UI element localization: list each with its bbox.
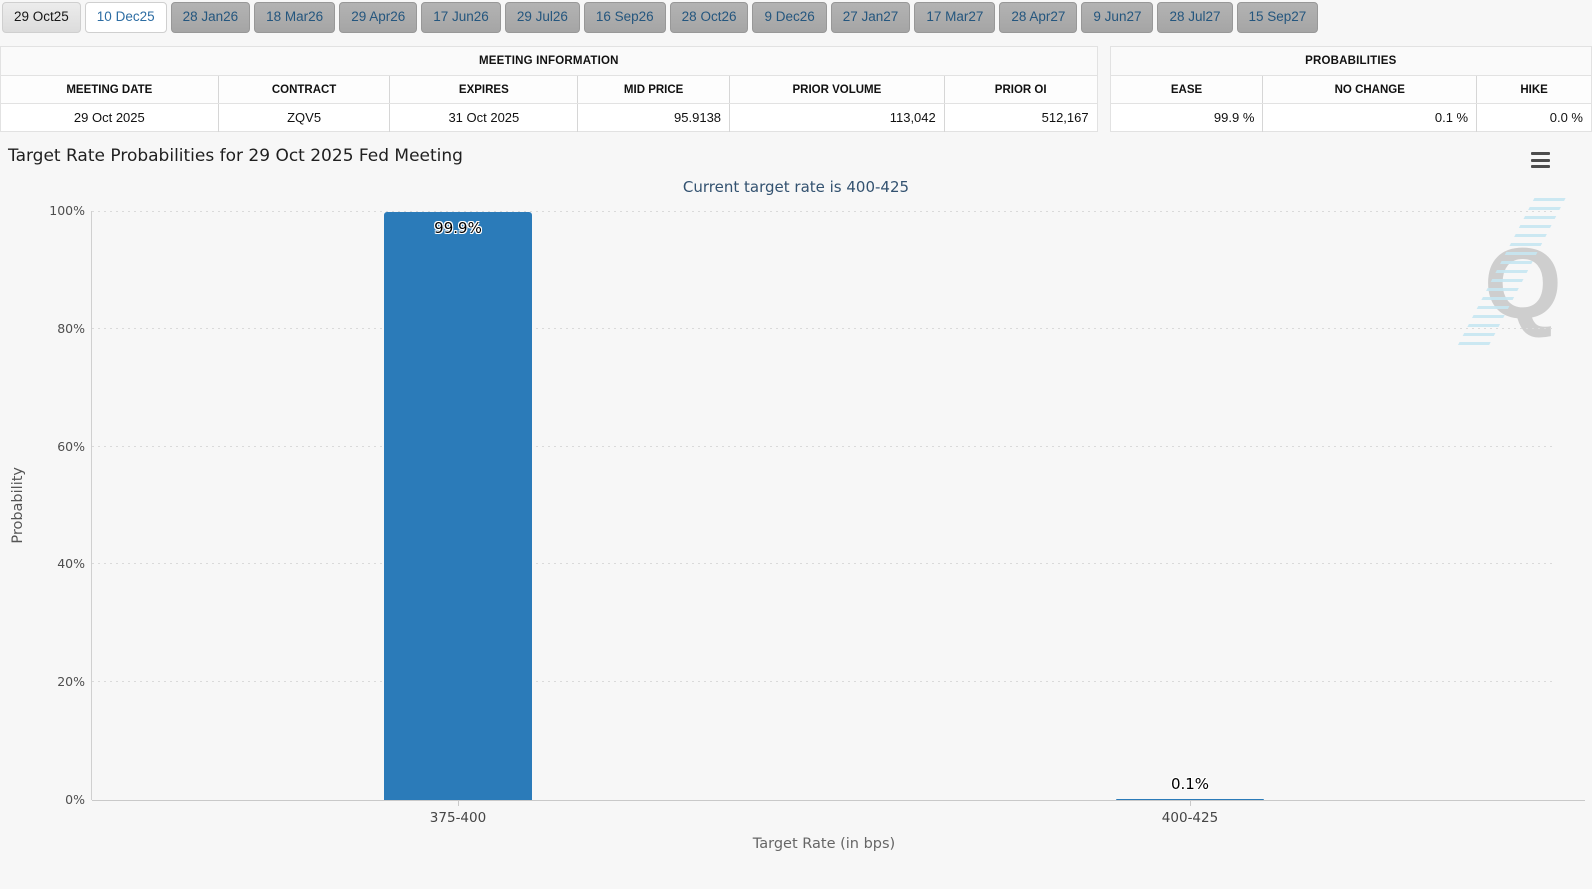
hike-header: HIKE (1476, 75, 1592, 104)
tab-9-dec26[interactable]: 9 Dec26 (752, 2, 827, 33)
mid-price-value: 95.9138 (577, 103, 730, 132)
tab-15-sep27[interactable]: 15 Sep27 (1236, 2, 1319, 33)
tab-17-mar27[interactable]: 17 Mar27 (914, 2, 996, 33)
target-rate-chart: Target Rate Probabilities for 29 Oct 202… (0, 140, 1592, 889)
contract-header: CONTRACT (217, 75, 390, 104)
y-axis-title-wrap: Probability (10, 211, 26, 800)
no-change-value: 0.1 % (1262, 103, 1477, 132)
x-tick-375-400 (458, 800, 459, 806)
tab-29-apr26[interactable]: 29 Apr26 (339, 2, 418, 33)
contract-value: ZQV5 (217, 103, 390, 132)
gridline-100 (92, 211, 1556, 212)
tab-28-apr27[interactable]: 28 Apr27 (999, 2, 1078, 33)
chart-subtitle: Current target rate is 400-425 (682, 178, 910, 196)
expires-value: 31 Oct 2025 (389, 103, 578, 132)
probabilities-title: PROBABILITIES (1110, 46, 1592, 76)
y-tick-label-40: 40% (57, 556, 85, 572)
prior-volume-header: PRIOR VOLUME (729, 75, 945, 104)
tab-29-oct25[interactable]: 29 Oct25 (2, 2, 81, 33)
tab-10-dec25[interactable]: 10 Dec25 (84, 2, 167, 33)
meeting-tabbar: 29 Oct25 10 Dec25 28 Jan26 18 Mar26 29 Apr26… (0, 0, 1592, 34)
bar-375-400[interactable] (384, 211, 532, 800)
chart-context-menu-icon[interactable] (1531, 152, 1550, 168)
tab-18-mar26[interactable]: 18 Mar26 (254, 2, 336, 33)
x-tick-label-400-425: 400-425 (1161, 810, 1219, 826)
probabilities-row: 99.9 % 0.1 % 0.0 % (1110, 103, 1592, 132)
meeting-date-value: 29 Oct 2025 (0, 103, 219, 132)
gridline-60 (92, 445, 1556, 447)
ease-header: EASE (1110, 75, 1263, 104)
y-tick-label-0: 0% (65, 792, 85, 807)
y-axis-line (91, 211, 92, 800)
x-axis-title: Target Rate (in bps) (752, 836, 896, 852)
meeting-information-title: MEETING INFORMATION (0, 46, 1098, 76)
x-tick-label-375-400: 375-400 (429, 810, 487, 826)
y-tick-label-80: 80% (57, 320, 85, 336)
mid-price-header: MID PRICE (577, 75, 730, 104)
tab-16-sep26[interactable]: 16 Sep26 (583, 2, 666, 33)
tab-28-oct26[interactable]: 28 Oct26 (669, 2, 749, 33)
tab-28-jan26[interactable]: 28 Jan26 (170, 2, 251, 33)
prior-oi-value: 512,167 (943, 103, 1098, 132)
expires-header: EXPIRES (389, 75, 578, 104)
y-axis-title: Probability (10, 467, 26, 544)
gridline-40 (92, 563, 1556, 565)
bar-400-425[interactable] (1116, 799, 1264, 800)
y-tick-label-20: 20% (57, 674, 85, 690)
meeting-date-header: MEETING DATE (0, 75, 219, 104)
no-change-header: NO CHANGE (1262, 75, 1477, 104)
data-label-375-400: 99.9% (434, 218, 482, 237)
gridline-80 (92, 327, 1556, 329)
y-tick-label-60: 60% (57, 438, 85, 454)
gridline-20 (92, 681, 1556, 683)
chart-title: Target Rate Probabilities for 29 Oct 202… (8, 146, 463, 166)
x-axis-line (92, 800, 1585, 801)
y-tick-label-100: 100% (49, 203, 85, 218)
plot-area: Target Rate (in bps) 0% 20% 40% 60% 80% 100% 9… (49, 203, 1585, 852)
prior-oi-header: PRIOR OI (943, 75, 1098, 104)
meeting-information-row: 29 Oct 2025 ZQV5 31 Oct 2025 95.9138 113… (0, 103, 1098, 132)
hike-value: 0.0 % (1476, 103, 1592, 132)
tab-27-jan27[interactable]: 27 Jan27 (830, 2, 911, 33)
x-tick-400-425 (1190, 800, 1191, 806)
tab-28-jul27[interactable]: 28 Jul27 (1157, 2, 1233, 33)
info-tables: MEETING INFORMATION MEETING DATE CONTRAC… (0, 46, 1592, 132)
tab-9-jun27[interactable]: 9 Jun27 (1081, 2, 1154, 33)
prior-volume-value: 113,042 (729, 103, 945, 132)
tab-17-jun26[interactable]: 17 Jun26 (421, 2, 501, 33)
probabilities-table: PROBABILITIES EASE NO CHANGE HIKE 99.9 %… (1109, 46, 1592, 132)
ease-value: 99.9 % (1110, 103, 1263, 132)
meeting-information-table: MEETING INFORMATION MEETING DATE CONTRAC… (0, 46, 1098, 132)
tab-29-jul26[interactable]: 29 Jul26 (504, 2, 580, 33)
data-label-400-425: 0.1% (1170, 775, 1210, 793)
